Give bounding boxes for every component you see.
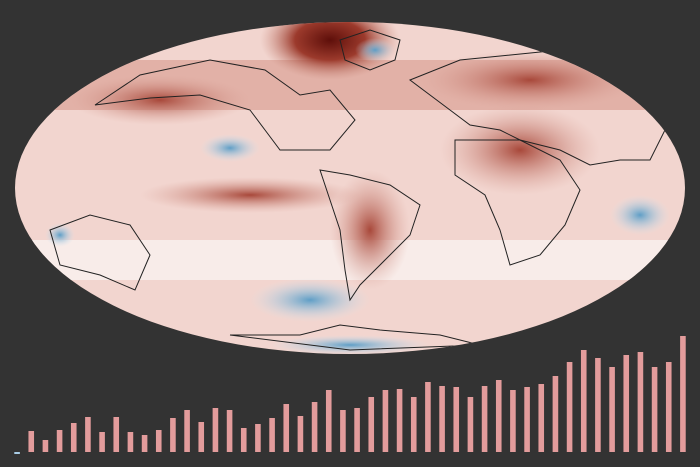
bar (14, 452, 20, 454)
bar (141, 435, 148, 452)
bar (70, 423, 77, 452)
bar (680, 336, 686, 452)
bar (354, 408, 360, 452)
bar (226, 410, 233, 452)
bar (665, 362, 672, 452)
bar (467, 397, 474, 452)
bar (127, 432, 134, 452)
bar (283, 404, 290, 452)
bar (609, 367, 615, 452)
bar (538, 384, 545, 452)
bar (99, 432, 105, 452)
bar (113, 417, 120, 452)
bar (297, 416, 304, 452)
bar (42, 440, 49, 452)
bar (28, 431, 35, 452)
bar-chart (14, 336, 686, 454)
bar (340, 410, 346, 452)
bar (566, 362, 573, 452)
bar (495, 380, 502, 452)
bar (453, 387, 460, 452)
bar (325, 390, 332, 452)
bar (439, 386, 445, 452)
bar (311, 402, 318, 452)
bar (580, 350, 587, 452)
bar (425, 382, 431, 452)
bar (368, 397, 375, 452)
bar (269, 418, 275, 452)
map (15, 22, 685, 354)
bar (637, 352, 644, 452)
bar (184, 410, 190, 452)
bar (85, 417, 91, 452)
bar (552, 376, 559, 452)
bar (510, 390, 516, 452)
bar (212, 408, 219, 452)
bar (410, 397, 417, 452)
bar (623, 355, 630, 452)
bar (56, 430, 63, 452)
bar (198, 422, 205, 452)
bar (595, 358, 601, 452)
bar (481, 386, 488, 452)
bar (155, 430, 162, 452)
bar (396, 389, 403, 452)
bar (170, 418, 176, 452)
bar (240, 428, 247, 452)
bar (524, 387, 530, 452)
bar (382, 390, 389, 452)
bar (255, 424, 261, 452)
bar (651, 367, 658, 452)
